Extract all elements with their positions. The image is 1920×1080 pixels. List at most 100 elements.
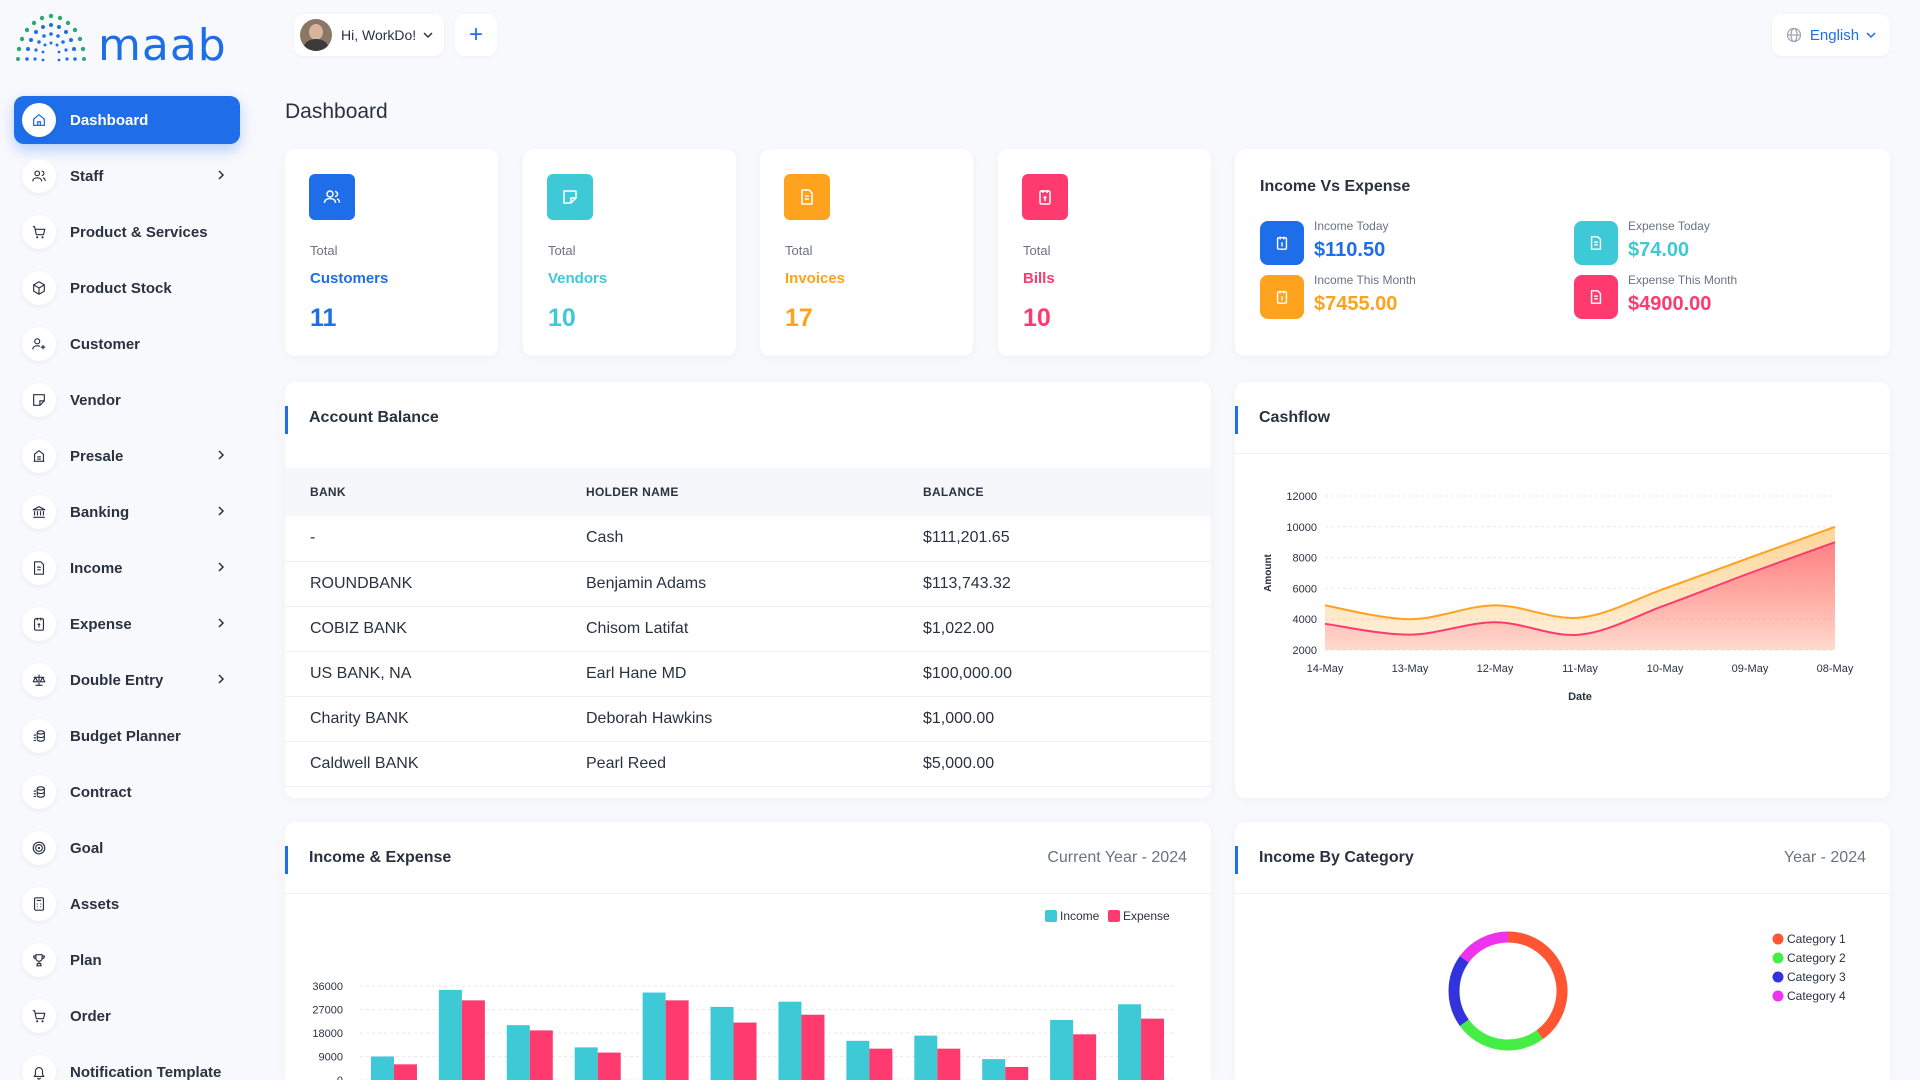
sidebar-item-dashboard[interactable]: Dashboard xyxy=(14,96,240,144)
sidebar-item-vendor[interactable]: Vendor xyxy=(14,376,240,424)
stat-label: Customers xyxy=(310,270,389,287)
sidebar-item-label: Staff xyxy=(70,167,104,185)
language-selector[interactable]: English xyxy=(1772,14,1890,56)
ive-value: $74.00 xyxy=(1628,239,1690,261)
legend-label: Category 1 xyxy=(1787,932,1846,946)
sidebar-item-banking[interactable]: Banking xyxy=(14,488,240,536)
sidebar-item-goal[interactable]: Goal xyxy=(14,824,240,872)
x-tick-label: 09-May xyxy=(1732,663,1769,675)
holder-cell: Deborah Hawkins xyxy=(586,696,923,742)
bank-cell: Caldwell BANK xyxy=(285,741,586,787)
bar-income xyxy=(846,1040,870,1080)
scale-icon xyxy=(22,663,56,697)
bar-expense xyxy=(733,1022,757,1080)
x-tick-label: 10-May xyxy=(1647,663,1684,675)
stat-card-vendors[interactable]: Total Vendors 10 xyxy=(523,149,736,356)
table-row: Caldwell BANK Pearl Reed $5,000.00 xyxy=(285,741,1211,787)
sidebar-item-contract[interactable]: Contract xyxy=(14,768,240,816)
stat-label: Invoices xyxy=(785,270,846,287)
account-balance-table: BANK HOLDER NAME BALANCE - Cash $111,201.6… xyxy=(285,468,1211,787)
user-menu[interactable]: Hi, WorkDo! xyxy=(294,14,444,56)
card-header: Income By Category Year - 2024 xyxy=(1235,822,1890,894)
legend-swatch xyxy=(1772,990,1784,1002)
y-tick-label: 36000 xyxy=(312,981,343,993)
receipt-icon xyxy=(1022,174,1068,220)
sidebar-item-budget-planner[interactable]: Budget Planner xyxy=(14,712,240,760)
brand-logo[interactable]: maab xyxy=(14,12,227,78)
coins-icon xyxy=(22,775,56,809)
sidebar-item-customer[interactable]: Customer xyxy=(14,320,240,368)
card-title: Account Balance xyxy=(309,409,439,426)
sidebar-item-income[interactable]: Income xyxy=(14,544,240,592)
chevron-right-icon xyxy=(216,616,226,632)
stat-card-bills[interactable]: Total Bills 10 xyxy=(998,149,1211,356)
user-greeting: Hi, WorkDo! xyxy=(341,27,417,43)
bar-income xyxy=(710,1006,734,1080)
stat-card-invoices[interactable]: Total Invoices 17 xyxy=(760,149,973,356)
income-vs-expense-card: Income Vs Expense Income Today $110.50 Ex… xyxy=(1235,149,1890,356)
chevron-right-icon xyxy=(216,504,226,520)
sidebar-item-product-services[interactable]: Product & Services xyxy=(14,208,240,256)
file-icon xyxy=(1574,275,1618,319)
sidebar-item-label: Customer xyxy=(70,335,141,353)
sidebar-item-label: Vendor xyxy=(70,391,121,409)
sidebar-item-plan[interactable]: Plan xyxy=(14,936,240,984)
sidebar-item-expense[interactable]: Expense xyxy=(14,600,240,648)
bar-expense xyxy=(393,1064,417,1080)
chevron-right-icon xyxy=(216,168,226,184)
column-header: BANK xyxy=(285,468,586,516)
income-this-month: Income This Month $7455.00 xyxy=(1260,273,1416,319)
holder-cell: Pearl Reed xyxy=(586,741,923,787)
stat-card-customers[interactable]: Total Customers 11 xyxy=(285,149,498,356)
holder-cell: Cash xyxy=(586,516,923,562)
sidebar-item-notification-template[interactable]: Notification Template xyxy=(14,1048,240,1080)
cashflow-card: Cashflow 2000 4000 6000 8000 10000 12000 14-Ma… xyxy=(1235,382,1890,798)
accent-bar xyxy=(1235,846,1238,874)
stat-value: 10 xyxy=(1023,304,1051,332)
holder-cell: Earl Hane MD xyxy=(586,651,923,697)
bank-cell: COBIZ BANK xyxy=(285,606,586,652)
income-by-category-chart: Category 1 Category 2 Category 3 Category 4 xyxy=(1448,931,1846,1051)
sidebar-item-assets[interactable]: Assets xyxy=(14,880,240,928)
bar-expense xyxy=(529,1030,553,1080)
file-invoice-icon xyxy=(22,551,56,585)
holder-cell: Benjamin Adams xyxy=(586,561,923,607)
sidebar-item-order[interactable]: Order xyxy=(14,992,240,1040)
y-tick-label: 4000 xyxy=(1293,614,1317,626)
ive-label: Expense This Month xyxy=(1628,273,1738,287)
bank-icon xyxy=(22,495,56,529)
bar-income xyxy=(914,1035,938,1080)
balance-cell: $1,000.00 xyxy=(923,696,1211,742)
sidebar-item-presale[interactable]: Presale xyxy=(14,432,240,480)
x-tick-label: 13-May xyxy=(1392,663,1429,675)
stat-caption: Total xyxy=(785,243,813,258)
income-expense-chart: IncomeExpense09000180002700036000January… xyxy=(312,909,1175,1080)
sidebar-nav: Dashboard Staff Product & Services Product … xyxy=(14,96,240,1080)
building-icon xyxy=(22,439,56,473)
x-axis-label: Date xyxy=(1568,691,1592,703)
sidebar-item-label: Expense xyxy=(70,615,132,633)
sidebar-item-product-stock[interactable]: Product Stock xyxy=(14,264,240,312)
sidebar-item-double-entry[interactable]: Double Entry xyxy=(14,656,240,704)
bank-cell: ROUNDBANK xyxy=(285,561,586,607)
sidebar-item-label: Dashboard xyxy=(70,111,149,129)
stat-value: 10 xyxy=(548,304,576,332)
pie-slice xyxy=(1459,931,1509,963)
sidebar-item-staff[interactable]: Staff xyxy=(14,152,240,200)
bar-expense xyxy=(665,1000,689,1080)
y-tick-label: 27000 xyxy=(312,1005,343,1017)
card-title: Income & Expense xyxy=(309,849,452,866)
x-tick-label: 14-May xyxy=(1307,663,1344,675)
maab-logo-icon xyxy=(16,13,86,62)
legend-swatch xyxy=(1772,971,1784,983)
y-tick-label: 9000 xyxy=(319,1052,343,1064)
chevron-right-icon xyxy=(216,448,226,464)
legend-swatch xyxy=(1772,952,1784,964)
language-label: English xyxy=(1809,26,1860,44)
bar-income xyxy=(1118,1004,1142,1080)
cashflow-chart: 2000 4000 6000 8000 10000 12000 14-May 13-May 12… xyxy=(1263,491,1854,703)
sidebar-item-label: Product & Services xyxy=(70,223,208,241)
add-button[interactable]: + xyxy=(455,14,497,56)
sidebar-item-label: Product Stock xyxy=(70,279,172,297)
ive-value: $110.50 xyxy=(1314,239,1386,261)
